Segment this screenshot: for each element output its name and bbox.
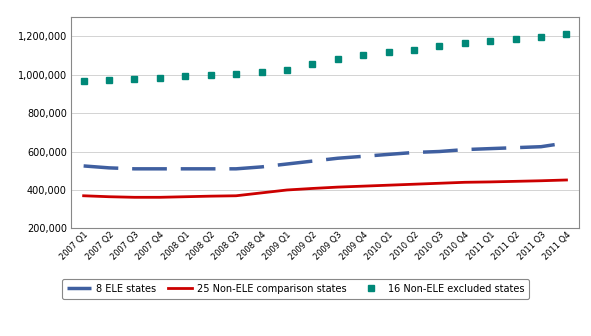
Line: 16 Non-ELE excluded states: 16 Non-ELE excluded states bbox=[81, 31, 569, 84]
8 ELE states bbox=[309, 159, 316, 163]
25 Non-ELE comparison states bbox=[80, 194, 87, 198]
8 ELE states bbox=[105, 166, 112, 170]
16 Non-ELE excluded states bbox=[258, 70, 265, 74]
8 ELE states bbox=[436, 150, 443, 154]
16 Non-ELE excluded states bbox=[385, 50, 392, 54]
25 Non-ELE comparison states bbox=[512, 179, 519, 183]
8 ELE states bbox=[181, 167, 189, 171]
8 ELE states bbox=[258, 165, 265, 169]
25 Non-ELE comparison states bbox=[131, 195, 138, 199]
25 Non-ELE comparison states bbox=[105, 195, 112, 199]
8 ELE states bbox=[156, 167, 163, 171]
25 Non-ELE comparison states bbox=[563, 178, 570, 182]
16 Non-ELE excluded states bbox=[359, 53, 366, 57]
8 ELE states bbox=[385, 153, 392, 157]
Legend: 8 ELE states, 25 Non-ELE comparison states, 16 Non-ELE excluded states: 8 ELE states, 25 Non-ELE comparison stat… bbox=[62, 279, 529, 299]
8 ELE states bbox=[80, 164, 87, 168]
8 ELE states bbox=[131, 167, 138, 171]
16 Non-ELE excluded states bbox=[232, 72, 240, 76]
Line: 8 ELE states: 8 ELE states bbox=[84, 143, 566, 169]
25 Non-ELE comparison states bbox=[181, 195, 189, 199]
25 Non-ELE comparison states bbox=[461, 180, 468, 184]
16 Non-ELE excluded states bbox=[309, 62, 316, 66]
25 Non-ELE comparison states bbox=[385, 183, 392, 187]
25 Non-ELE comparison states bbox=[359, 184, 366, 188]
25 Non-ELE comparison states bbox=[207, 194, 214, 198]
16 Non-ELE excluded states bbox=[207, 73, 214, 77]
8 ELE states bbox=[563, 141, 570, 145]
8 ELE states bbox=[232, 167, 240, 171]
16 Non-ELE excluded states bbox=[410, 47, 417, 51]
16 Non-ELE excluded states bbox=[105, 78, 112, 82]
25 Non-ELE comparison states bbox=[436, 181, 443, 185]
16 Non-ELE excluded states bbox=[512, 37, 519, 41]
Line: 25 Non-ELE comparison states: 25 Non-ELE comparison states bbox=[84, 180, 566, 197]
25 Non-ELE comparison states bbox=[283, 188, 290, 192]
8 ELE states bbox=[334, 156, 341, 160]
16 Non-ELE excluded states bbox=[436, 44, 443, 48]
16 Non-ELE excluded states bbox=[156, 76, 163, 80]
25 Non-ELE comparison states bbox=[486, 180, 493, 184]
16 Non-ELE excluded states bbox=[283, 68, 290, 72]
16 Non-ELE excluded states bbox=[537, 35, 544, 39]
25 Non-ELE comparison states bbox=[309, 186, 316, 191]
16 Non-ELE excluded states bbox=[181, 75, 189, 79]
8 ELE states bbox=[537, 145, 544, 149]
16 Non-ELE excluded states bbox=[334, 57, 341, 61]
16 Non-ELE excluded states bbox=[563, 32, 570, 36]
25 Non-ELE comparison states bbox=[410, 182, 417, 186]
8 ELE states bbox=[486, 146, 493, 151]
16 Non-ELE excluded states bbox=[461, 41, 468, 45]
25 Non-ELE comparison states bbox=[334, 185, 341, 189]
25 Non-ELE comparison states bbox=[232, 194, 240, 198]
8 ELE states bbox=[461, 148, 468, 152]
25 Non-ELE comparison states bbox=[537, 179, 544, 183]
8 ELE states bbox=[410, 151, 417, 155]
16 Non-ELE excluded states bbox=[80, 79, 87, 83]
8 ELE states bbox=[283, 162, 290, 166]
25 Non-ELE comparison states bbox=[156, 195, 163, 199]
8 ELE states bbox=[207, 167, 214, 171]
8 ELE states bbox=[512, 145, 519, 150]
16 Non-ELE excluded states bbox=[486, 39, 493, 43]
16 Non-ELE excluded states bbox=[131, 77, 138, 81]
25 Non-ELE comparison states bbox=[258, 191, 265, 195]
8 ELE states bbox=[359, 154, 366, 158]
